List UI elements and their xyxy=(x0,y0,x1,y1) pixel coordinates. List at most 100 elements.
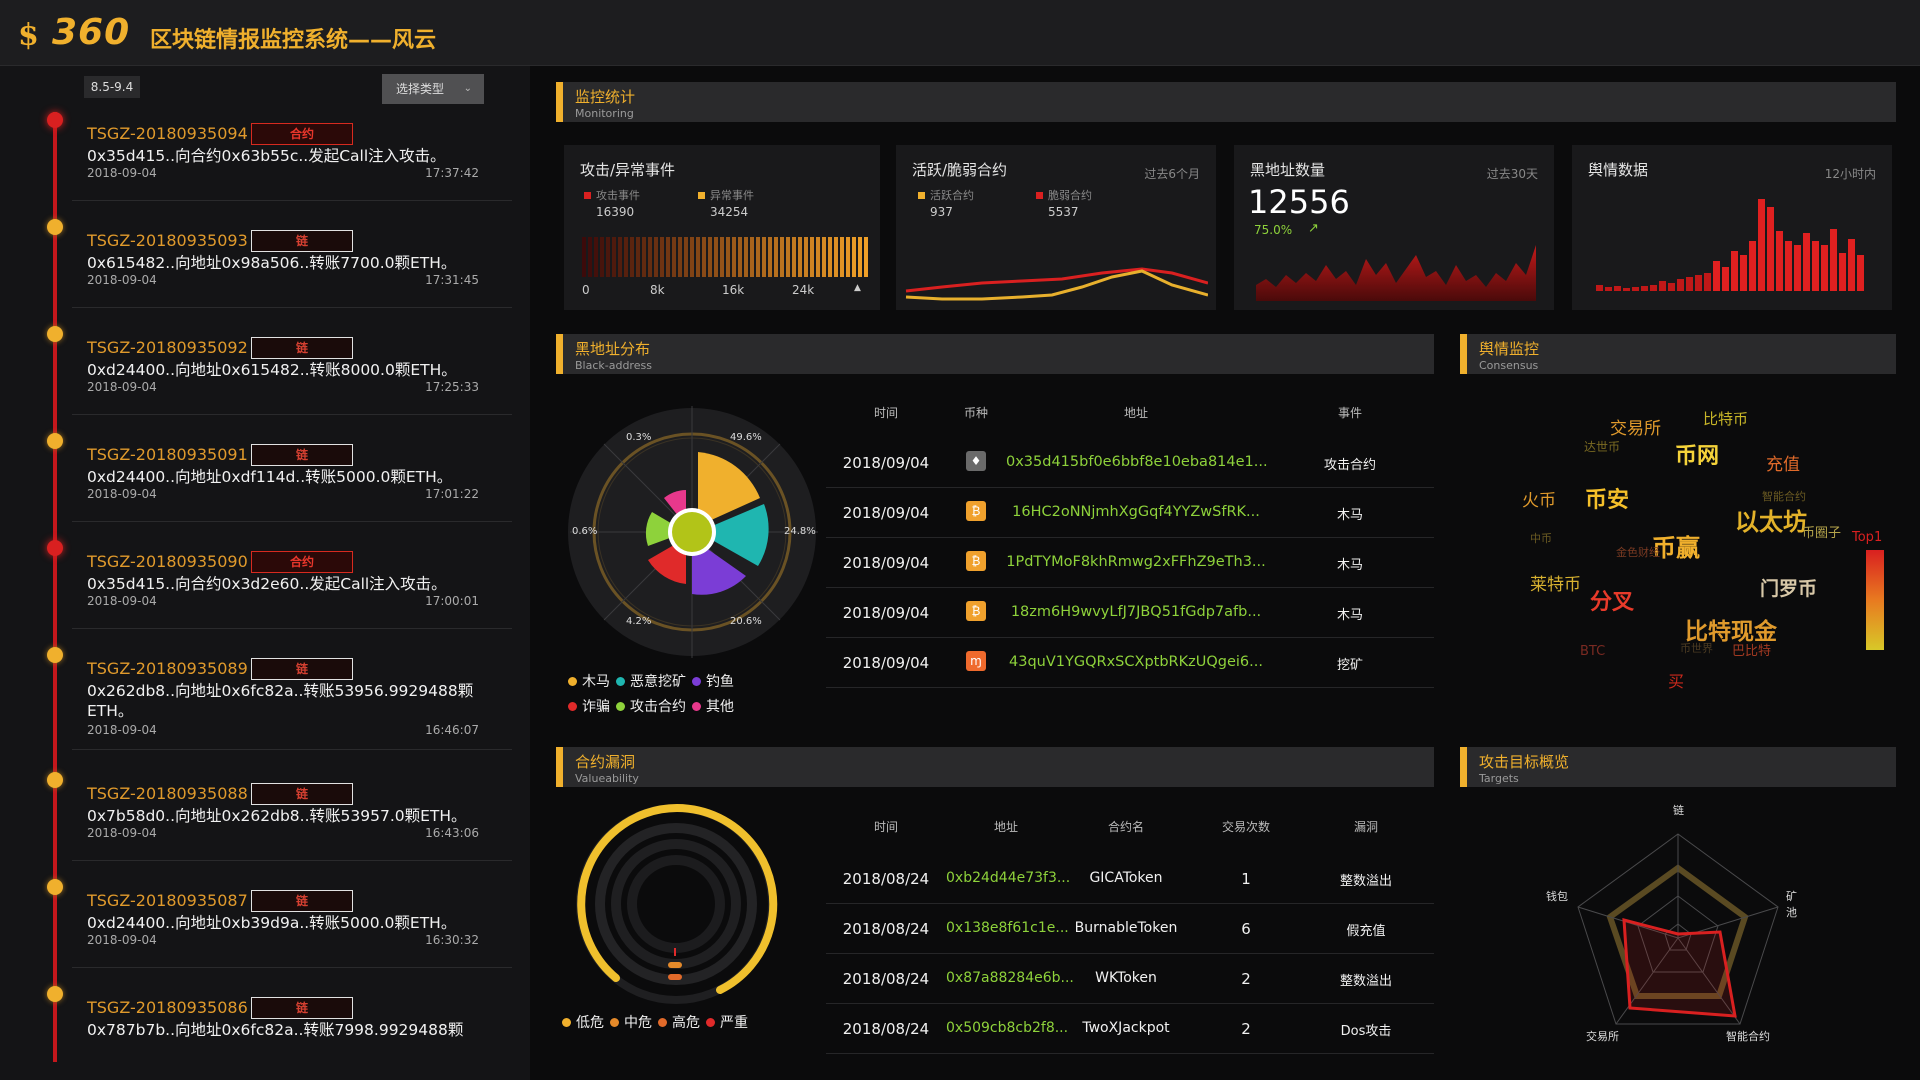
table-row[interactable]: 2018/09/04 ₿ 18zm6H9wvyLfJ7JBQ51fGdp7afb..… xyxy=(826,588,1434,638)
event-id: TSGZ-20180935086 xyxy=(87,998,248,1017)
event-description: 0xd24400..向地址0x615482..转账8000.0颗ETH。 xyxy=(87,361,457,379)
cell-address[interactable]: 43quV1YGQRxSCXptbRKzUQgei6... xyxy=(1009,654,1263,670)
blacklist-area-chart xyxy=(1256,245,1536,301)
type-select-dropdown[interactable]: 选择类型 ⌄ xyxy=(382,74,484,104)
cell-address[interactable]: 16HC2oNNjmhXgGqf4YYZwSfRK... xyxy=(1012,504,1260,520)
table-row[interactable]: 2018/09/04 ₿ 16HC2oNNjmhXgGqf4YYZwSfRK... 木… xyxy=(826,488,1434,538)
legend-item[interactable]: 严重 xyxy=(700,1015,748,1031)
word-cloud-term[interactable]: 币世界 xyxy=(1680,642,1713,655)
cell-time: 2018/09/04 xyxy=(842,454,930,472)
cell-address[interactable]: 0x509cb8cb2f8... xyxy=(946,1020,1069,1036)
card-title: 舆情数据 xyxy=(1588,161,1649,179)
section-title: 监控统计 xyxy=(575,88,636,106)
cell-address[interactable]: 0x35d415bf0e6bbf8e10eba814e1... xyxy=(1006,454,1268,470)
table-header[interactable]: 漏洞 xyxy=(1353,820,1378,834)
table-row[interactable]: 2018/08/24 0x509cb8cb2f8... TwoXJackpot 2 Do… xyxy=(826,1004,1434,1054)
legend-item[interactable]: 其他 xyxy=(686,699,734,715)
word-cloud-term[interactable]: 币圈子 xyxy=(1802,526,1842,541)
cell-address[interactable]: 0x138e8f61c1e... xyxy=(946,920,1069,936)
table-row[interactable]: 2018/09/04 ♦ 0x35d415bf0e6bbf8e10eba814e1.… xyxy=(826,438,1434,488)
legend-dot xyxy=(692,702,701,711)
event-id: TSGZ-20180935090 xyxy=(87,552,248,571)
word-cloud-term[interactable]: 智能合约 xyxy=(1762,490,1806,503)
cell-vuln-type: 整数溢出 xyxy=(1339,874,1392,889)
word-cloud-term[interactable]: 交易所 xyxy=(1610,419,1661,439)
table-header[interactable]: 事件 xyxy=(1337,406,1362,420)
card-range: 过去30天 xyxy=(1486,167,1538,181)
card-title: 活跃/脆弱合约 xyxy=(912,161,1008,179)
table-header[interactable]: 地址 xyxy=(1123,406,1148,420)
table-header[interactable]: 合约名 xyxy=(1107,820,1144,834)
event-divider xyxy=(72,628,512,629)
cell-event: 挖矿 xyxy=(1336,658,1363,673)
word-cloud-term[interactable]: 达世币 xyxy=(1584,440,1621,454)
table-row[interactable]: 2018/09/04 ɱ 43quV1YGQRxSCXptbRKzUQgei6...… xyxy=(826,638,1434,688)
table-header[interactable]: 地址 xyxy=(993,820,1018,834)
cell-tx-count: 1 xyxy=(1241,870,1251,888)
legend-item[interactable]: 恶意挖矿 xyxy=(610,674,686,690)
table-row[interactable]: 2018/09/04 ₿ 1PdTYMoF8khRmwg2xFFhZ9eTh3...… xyxy=(826,538,1434,588)
cell-address[interactable]: 1PdTYMoF8khRmwg2xFFhZ9eTh3... xyxy=(1006,554,1266,570)
event-description: 0x787b7b..向地址0x6fc82a..转账7998.9929488颗 xyxy=(87,1021,464,1039)
cell-contract-name: BurnableToken xyxy=(1074,920,1178,936)
legend-anomaly: 异常事件 34254 xyxy=(698,187,754,219)
event-date: 2018-09-04 xyxy=(87,594,157,608)
table-row[interactable]: 2018/08/24 0x138e8f61c1e... BurnableToken 6… xyxy=(826,904,1434,954)
table-header[interactable]: 币种 xyxy=(963,406,988,420)
word-cloud-term[interactable]: 币赢 xyxy=(1652,534,1700,562)
legend-item[interactable]: 高危 xyxy=(652,1015,700,1031)
cell-address[interactable]: 0x87a88284e6b... xyxy=(946,970,1074,986)
type-select-label: 选择类型 xyxy=(396,82,445,96)
anomaly-count: 34254 xyxy=(710,205,749,219)
section-title: 攻击目标概览 xyxy=(1479,753,1570,771)
cell-address[interactable]: 18zm6H9wvyLfJ7JBQ51fGdp7afb... xyxy=(1010,604,1262,620)
word-cloud-term[interactable]: 巴比特 xyxy=(1732,644,1772,659)
card-title: 攻击/异常事件 xyxy=(580,161,676,179)
word-cloud-term[interactable]: 莱特币 xyxy=(1530,575,1581,595)
legend-dot xyxy=(616,702,625,711)
table-row[interactable]: 2018/08/24 0x87a88284e6b... WKToken 2 整数溢出 xyxy=(826,954,1434,1004)
legend-item[interactable]: 攻击合约 xyxy=(610,699,686,715)
legend-item[interactable]: 中危 xyxy=(604,1015,652,1031)
word-cloud-term[interactable]: 买 xyxy=(1668,672,1685,691)
event-date: 2018-09-04 xyxy=(87,166,157,180)
word-cloud-term[interactable]: 分叉 xyxy=(1590,590,1635,615)
word-cloud-term[interactable]: 中币 xyxy=(1530,532,1552,545)
sentiment-data-card: 舆情数据 12小时内 xyxy=(1572,145,1892,310)
event-tag: 合约 xyxy=(251,551,353,573)
word-cloud-term[interactable]: 充值 xyxy=(1766,455,1800,475)
table-header[interactable]: 时间 xyxy=(873,820,898,834)
cell-address[interactable]: 0xb24d44e73f3... xyxy=(946,870,1071,886)
event-date: 2018-09-04 xyxy=(87,723,157,737)
word-cloud-term[interactable]: 比特现金 xyxy=(1685,619,1777,645)
word-cloud-term[interactable]: 金色财经 xyxy=(1616,546,1660,559)
event-time: 16:43:06 xyxy=(425,826,479,840)
word-cloud-term[interactable]: 比特币 xyxy=(1703,410,1749,428)
word-cloud-term[interactable]: BTC xyxy=(1580,644,1606,659)
legend-item[interactable]: 低危 xyxy=(556,1015,604,1031)
cell-contract-name: TwoXJackpot xyxy=(1082,1020,1170,1036)
table-header[interactable]: 交易次数 xyxy=(1221,820,1270,834)
logo-icon: $ xyxy=(18,18,39,53)
legend-item[interactable]: 诈骗 xyxy=(562,699,610,715)
word-cloud-scale-bar xyxy=(1866,550,1884,650)
timeline-dot xyxy=(47,647,63,663)
table-row[interactable]: 2018/08/24 0xb24d44e73f3... GICAToken 1 整数溢出 xyxy=(826,854,1434,904)
axis-marker-icon: ▲ xyxy=(854,283,861,293)
btc-icon: ₿ xyxy=(966,501,986,521)
word-cloud-term[interactable]: 币网 xyxy=(1675,444,1720,469)
word-cloud-term[interactable]: 币安 xyxy=(1585,488,1630,513)
legend-item[interactable]: 钓鱼 xyxy=(686,674,734,690)
app-header: $ 360 区块链情报监控系统——风云 xyxy=(0,0,1920,66)
section-subtitle: Monitoring xyxy=(575,107,634,120)
event-divider xyxy=(72,307,512,308)
word-cloud-term[interactable]: 门罗币 xyxy=(1760,578,1818,600)
contracts-card: 活跃/脆弱合约 过去6个月 活跃合约 937 脆弱合约 5537 xyxy=(896,145,1216,310)
table-header[interactable]: 时间 xyxy=(873,406,898,420)
date-range-badge[interactable]: 8.5-9.4 xyxy=(84,76,140,98)
targets-radar-chart xyxy=(1577,833,1779,1025)
legend-dot xyxy=(616,677,625,686)
legend-item[interactable]: 木马 xyxy=(562,674,610,690)
word-cloud-term[interactable]: 火币 xyxy=(1522,491,1556,511)
word-cloud-term[interactable]: 以太坊 xyxy=(1735,508,1807,536)
